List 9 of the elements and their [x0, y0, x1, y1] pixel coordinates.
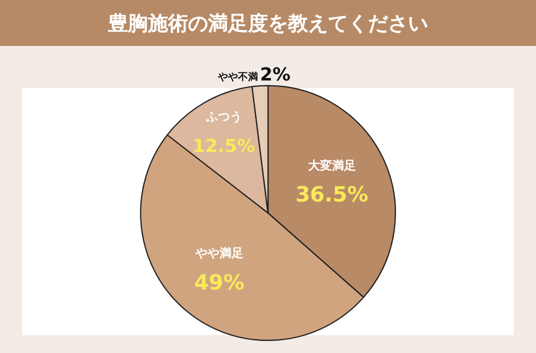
slice-label: やや満足 [194, 246, 244, 260]
slice-label: ふつう [204, 110, 242, 124]
data-label: 36.5% [295, 182, 368, 207]
data-label: 12.5% [192, 136, 256, 158]
data-label: 49% [194, 270, 244, 294]
data-label: 2% [260, 64, 291, 86]
slice-label: 大変満足 [308, 158, 356, 172]
slice-label: やや不満 [217, 71, 258, 84]
chart-title: 豊胸施術の満足度を教えてください [0, 0, 536, 46]
